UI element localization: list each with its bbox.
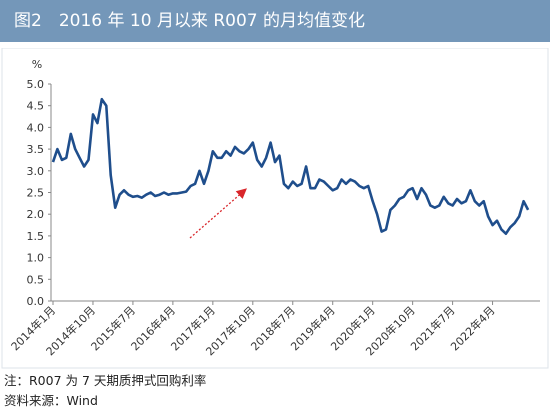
y-tick-label: 2.0	[27, 208, 45, 221]
y-axis-label: %	[32, 58, 42, 71]
y-tick-label: 4.0	[27, 121, 45, 134]
chart-frame	[1, 48, 549, 369]
y-tick-label: 4.5	[27, 100, 45, 113]
chart: % 0.00.51.01.52.02.53.03.54.04.55.02014年…	[1, 48, 549, 369]
y-tick-label: 2.5	[27, 187, 45, 200]
source: 资料来源：Wind	[4, 393, 98, 408]
annotation-arrow	[189, 188, 247, 239]
y-tick-label: 0.5	[27, 273, 45, 286]
y-tick-label: 1.5	[27, 230, 45, 243]
y-tick-label: 3.0	[27, 165, 45, 178]
y-tick-label: 3.5	[27, 143, 45, 156]
line-series	[51, 97, 530, 235]
y-tick-label: 1.0	[27, 252, 45, 265]
y-tick-label: 5.0	[27, 78, 45, 91]
chart-title: 图2 2016 年 10 月以来 R007 的月均值变化	[0, 0, 550, 42]
y-tick-label: 0.0	[27, 295, 45, 308]
note: 注：R007 为 7 天期质押式回购利率	[4, 373, 207, 388]
